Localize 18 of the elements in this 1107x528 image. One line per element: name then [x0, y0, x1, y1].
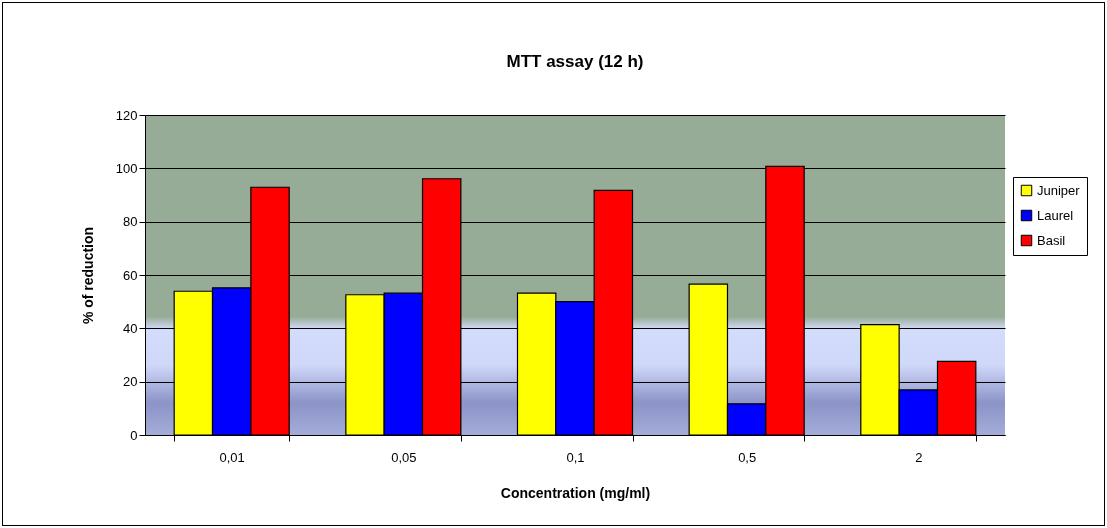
y-tick-label: 120 — [115, 107, 138, 123]
x-tick-label: 0,5 — [738, 449, 757, 465]
legend-label: Basil — [1037, 232, 1066, 248]
y-tick-label: 40 — [123, 320, 138, 336]
y-tick-label: 0 — [130, 427, 138, 443]
x-tick-label: 0,05 — [391, 449, 417, 465]
legend-label: Laurel — [1037, 207, 1074, 223]
y-tick-label: 20 — [123, 374, 138, 390]
x-tick-label: 0,01 — [219, 449, 245, 465]
x-tick-label: 0,1 — [566, 449, 585, 465]
y-tick-label: 100 — [115, 160, 138, 176]
y-tick-label: 60 — [123, 267, 138, 283]
y-tick-label: 80 — [123, 214, 138, 230]
x-tick-label: 2 — [915, 449, 923, 465]
chart-title: MTT assay (12 h) — [506, 52, 644, 71]
x-axis-title: Concentration (mg/ml) — [500, 484, 651, 501]
y-axis-title: % of reduction — [79, 226, 96, 325]
legend-label: Juniper — [1037, 182, 1081, 198]
